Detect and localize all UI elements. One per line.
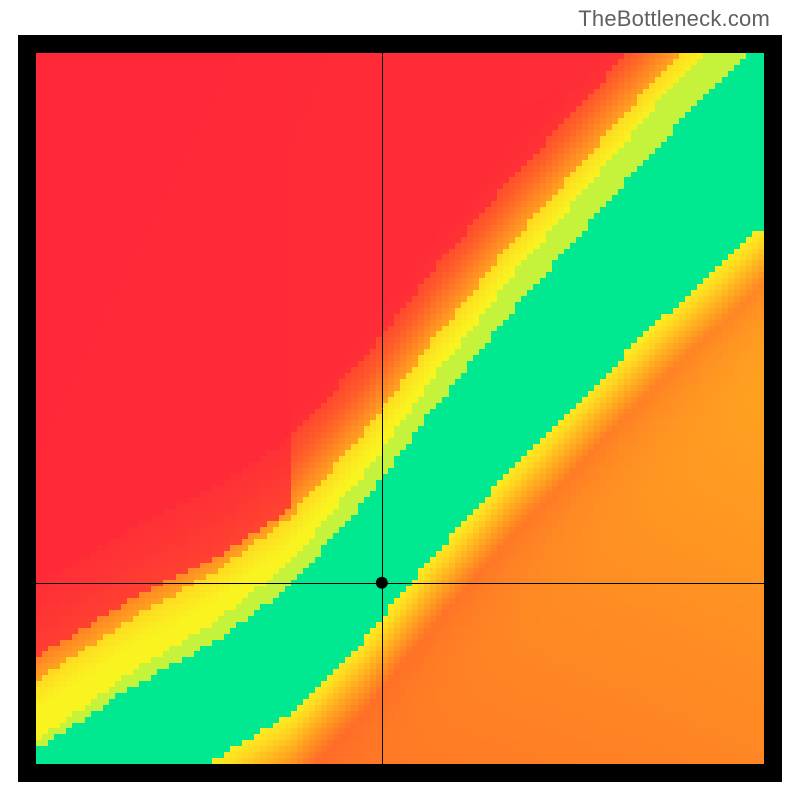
heatmap-frame bbox=[18, 35, 782, 782]
bottleneck-heatmap bbox=[36, 53, 764, 764]
chart-container: TheBottleneck.com bbox=[0, 0, 800, 800]
watermark-text: TheBottleneck.com bbox=[578, 6, 770, 32]
